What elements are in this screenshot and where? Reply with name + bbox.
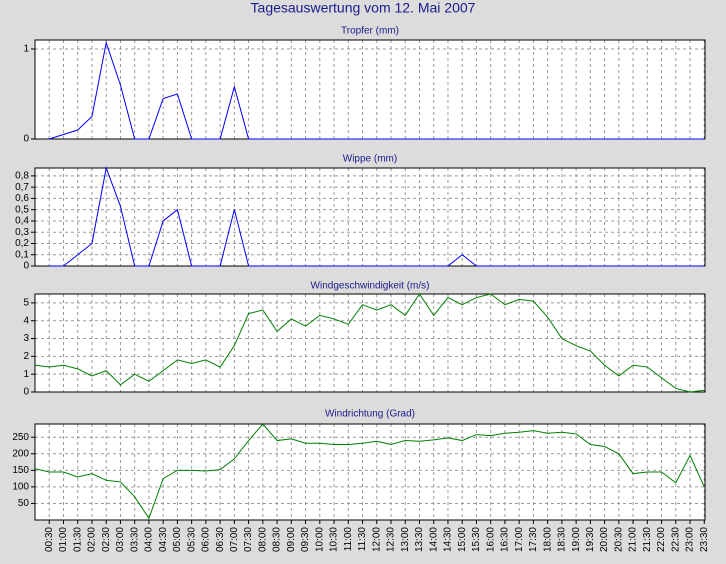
y-tick-label: 0,6 <box>15 193 29 204</box>
page-title: Tagesauswertung vom 12. Mai 2007 <box>251 0 476 16</box>
data-line <box>34 423 705 520</box>
y-tick-label: 0,8 <box>15 171 29 182</box>
x-tick-label: 01:30 <box>72 527 83 552</box>
x-tick-label: 03:00 <box>115 527 126 552</box>
data-line <box>49 40 705 140</box>
x-tick-label: 15:00 <box>457 527 468 552</box>
y-tick-label: 0,1 <box>15 249 29 260</box>
x-tick-label: 05:00 <box>172 527 183 552</box>
x-tick-label: 14:30 <box>443 527 454 552</box>
x-tick-label: 13:30 <box>414 527 425 552</box>
x-tick-label: 03:30 <box>129 527 140 552</box>
x-tick-label: 06:00 <box>201 527 212 552</box>
x-tick-label: 00:30 <box>44 527 55 552</box>
x-tick-label: 22:30 <box>670 527 681 552</box>
x-tick-label: 23:00 <box>685 527 696 552</box>
x-tick-label: 18:00 <box>542 527 553 552</box>
x-tick-label: 11:30 <box>357 527 368 552</box>
x-tick-label: 06:30 <box>215 527 226 552</box>
x-tick-label: 17:00 <box>514 527 525 552</box>
y-tick-label: 3 <box>23 333 29 344</box>
y-tick-label: 1 <box>23 369 29 380</box>
x-tick-label: 21:30 <box>642 527 653 552</box>
x-tick-label: 01:00 <box>58 527 69 552</box>
plot-area <box>35 294 705 392</box>
x-tick-label: 04:00 <box>144 527 155 552</box>
x-tick-label: 07:00 <box>229 527 240 552</box>
x-tick-label: 08:00 <box>257 527 268 552</box>
x-tick-label: 10:00 <box>314 527 325 552</box>
chart-title: Windrichtung (Grad) <box>325 409 415 420</box>
x-tick-label: 09:30 <box>300 527 311 552</box>
x-tick-label: 21:00 <box>628 527 639 552</box>
plot-area <box>35 40 705 139</box>
y-tick-label: 0,2 <box>15 238 29 249</box>
x-tick-label: 16:00 <box>485 527 496 552</box>
x-tick-label: 04:30 <box>158 527 169 552</box>
x-tick-label: 22:00 <box>656 527 667 552</box>
x-tick-label: 09:00 <box>286 527 297 552</box>
x-tick-label: 19:00 <box>571 527 582 552</box>
y-tick-label: 0 <box>23 134 29 145</box>
y-tick-label: 0,5 <box>15 204 29 215</box>
x-tick-label: 16:30 <box>500 527 511 552</box>
x-tick-label: 15:30 <box>471 527 482 552</box>
x-tick-label: 11:00 <box>343 527 354 552</box>
x-tick-label: 07:30 <box>243 527 254 552</box>
y-tick-label: 250 <box>12 432 29 443</box>
x-tick-label: 02:00 <box>87 527 98 552</box>
x-tick-label: 02:30 <box>101 527 112 552</box>
x-tick-label: 08:30 <box>272 527 283 552</box>
x-tick-label: 12:30 <box>386 527 397 552</box>
chart-title: Windgeschwindigkeit (m/s) <box>311 281 430 292</box>
x-tick-label: 23:30 <box>699 527 710 552</box>
data-line <box>49 166 705 267</box>
y-tick-label: 5 <box>23 298 29 309</box>
x-tick-label: 10:30 <box>329 527 340 552</box>
x-tick-label: 20:30 <box>613 527 624 552</box>
y-tick-label: 150 <box>12 465 29 476</box>
y-tick-label: 0,3 <box>15 227 29 238</box>
y-tick-label: 100 <box>12 482 29 493</box>
x-tick-label: 17:30 <box>528 527 539 552</box>
chart-title: Tropfer (mm) <box>341 26 399 37</box>
plot-area <box>35 168 705 266</box>
chart-title: Wippe (mm) <box>343 154 397 165</box>
x-tick-label: 05:30 <box>186 527 197 552</box>
y-tick-label: 0 <box>23 387 29 398</box>
y-tick-label: 200 <box>12 448 29 459</box>
x-tick-label: 14:00 <box>428 527 439 552</box>
plot-area <box>35 424 705 520</box>
plot-border <box>34 423 706 521</box>
y-tick-label: 0 <box>23 261 29 272</box>
x-tick-label: 13:00 <box>400 527 411 552</box>
y-tick-label: 0,4 <box>15 216 29 227</box>
plot-border <box>34 293 706 393</box>
y-tick-label: 4 <box>23 315 29 326</box>
x-tick-label: 19:30 <box>585 527 596 552</box>
data-line <box>34 293 705 393</box>
x-tick-label: 20:00 <box>599 527 610 552</box>
y-tick-label: 1 <box>23 44 29 55</box>
y-tick-label: 2 <box>23 351 29 362</box>
x-tick-label: 18:30 <box>557 527 568 552</box>
y-tick-label: 0,7 <box>15 182 29 193</box>
y-tick-label: 50 <box>18 498 30 509</box>
x-tick-label: 12:00 <box>371 527 382 552</box>
